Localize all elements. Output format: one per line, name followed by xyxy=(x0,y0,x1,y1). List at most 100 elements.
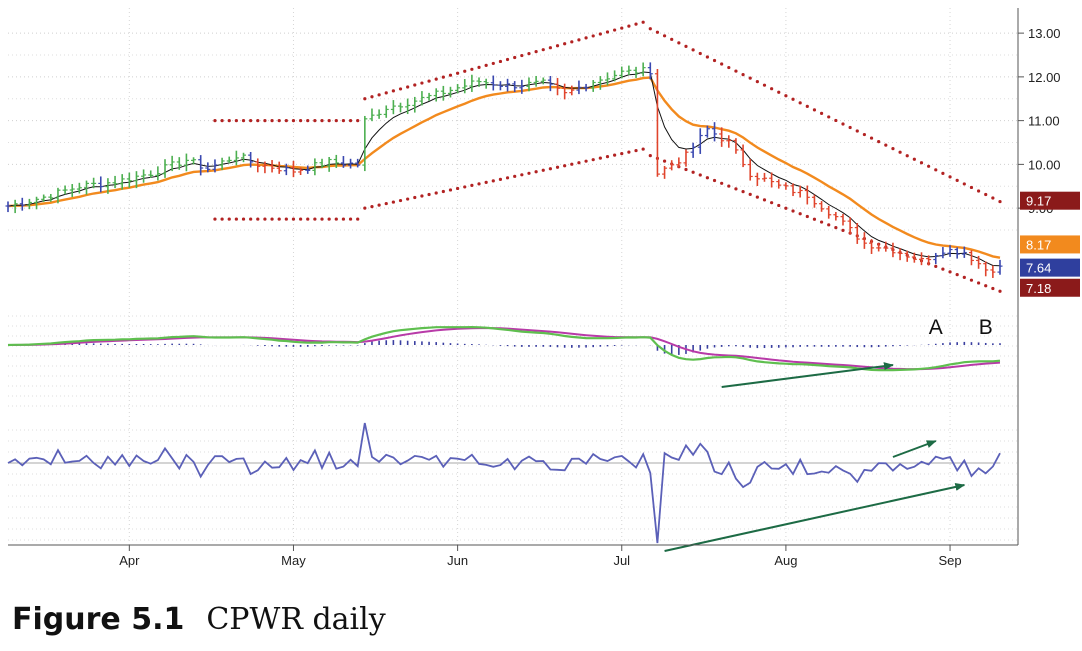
envelope-upper-dot xyxy=(327,119,331,123)
envelope-upper-dot xyxy=(762,83,767,87)
envelope-upper-dot xyxy=(620,26,624,30)
envelope-lower-dot xyxy=(377,203,381,207)
time-axis-label: Aug xyxy=(774,553,797,568)
envelope-upper-dot xyxy=(313,119,317,123)
envelope-lower-dot xyxy=(784,206,788,210)
envelope-lower-dot xyxy=(234,217,238,221)
point-marker-label: A xyxy=(929,316,943,339)
macd-panel xyxy=(7,325,1001,372)
envelope-upper-dot xyxy=(955,178,959,183)
envelope-lower-dot xyxy=(391,200,395,204)
envelope-upper-dot xyxy=(291,119,296,123)
envelope-lower-dot xyxy=(720,181,724,185)
envelope-upper-dot xyxy=(677,41,681,45)
envelope-lower-dot xyxy=(591,158,595,162)
envelope-lower-dot xyxy=(356,217,360,221)
time-axis-label: Jul xyxy=(613,553,630,568)
envelope-upper-dot xyxy=(662,34,667,38)
envelope-upper-dot xyxy=(456,71,460,75)
envelope-lower-dot xyxy=(363,206,367,210)
envelope-upper-dot xyxy=(598,32,602,36)
annotation-arrow xyxy=(664,483,966,552)
envelope-upper-dot xyxy=(755,80,759,84)
envelope-lower-dot xyxy=(620,152,624,156)
envelope-lower-dot xyxy=(634,148,638,153)
envelope-upper-dot xyxy=(391,89,395,93)
envelope-lower-dot xyxy=(220,217,224,221)
envelope-lower-dot xyxy=(327,217,331,221)
annotation-arrows xyxy=(664,362,966,552)
envelope-upper-dot xyxy=(491,61,495,66)
envelope-upper-dot xyxy=(720,62,724,66)
envelope-lower-dot xyxy=(541,168,545,172)
envelope-lower-dot xyxy=(770,201,774,205)
envelope-upper-dot xyxy=(712,58,717,63)
envelope-upper-dot xyxy=(812,108,817,112)
envelope-upper-dot xyxy=(948,175,952,179)
envelope-lower-dot xyxy=(684,167,688,172)
envelope-upper-dot xyxy=(862,132,867,137)
envelope-upper-dot xyxy=(234,119,238,123)
envelope-lower-dot xyxy=(498,177,503,181)
time-axis-label: Sep xyxy=(938,553,961,568)
envelope-lower-dot xyxy=(306,217,310,221)
envelope-upper-dot xyxy=(363,97,367,101)
envelope-lower-dot xyxy=(662,159,667,163)
envelope-lower-dot xyxy=(563,164,567,168)
oscillator-gridlines xyxy=(8,429,1018,541)
envelope-upper-dot xyxy=(306,119,310,123)
envelope-upper-dot xyxy=(498,59,503,64)
envelope-upper-dot xyxy=(256,119,260,123)
envelope-upper-dot xyxy=(655,30,660,34)
envelope-lower-dot xyxy=(413,195,417,200)
macd-gridlines xyxy=(8,315,1018,407)
envelope-upper-dot xyxy=(370,95,374,99)
envelope-lower-dot xyxy=(341,217,346,221)
envelope-lower-dot xyxy=(427,192,431,197)
envelope-upper-dot xyxy=(898,150,902,154)
envelope-upper-dot xyxy=(563,42,567,46)
envelope-upper-dot xyxy=(505,57,510,62)
envelope-lower-dot xyxy=(420,194,424,198)
envelope-lower-dot xyxy=(227,217,231,221)
envelope-lower-dot xyxy=(762,198,767,202)
envelope-lower-dot xyxy=(270,217,274,221)
envelope-upper-dot xyxy=(648,27,652,31)
envelope-upper-dot xyxy=(819,111,824,115)
chart-frame xyxy=(8,8,1019,546)
price-gridlines xyxy=(8,32,1018,231)
envelope-upper-dot xyxy=(477,65,481,69)
envelope-upper-dot xyxy=(969,185,974,190)
envelope-upper-dot xyxy=(884,143,888,147)
envelope-lower-dot xyxy=(627,150,631,154)
envelope-lower-dot xyxy=(691,170,695,174)
envelope-upper-dot xyxy=(270,119,274,123)
envelope-lower-dot xyxy=(534,170,538,174)
envelope-upper-dot xyxy=(548,46,552,50)
envelope-upper-dot xyxy=(727,65,731,70)
envelope-lower-dot xyxy=(441,189,445,194)
envelope-lower-dot xyxy=(320,217,324,221)
envelope-lower-dot xyxy=(513,174,517,178)
envelope-upper-dot xyxy=(377,93,381,97)
envelope-lower-dot xyxy=(991,286,995,291)
envelope-upper-dot xyxy=(348,119,353,123)
envelope-upper-dot xyxy=(520,53,524,58)
envelope-lower-dot xyxy=(520,173,524,177)
envelope-upper-dot xyxy=(934,168,938,172)
envelope-upper-dot xyxy=(605,30,610,34)
envelope-upper-dot xyxy=(384,91,388,95)
envelope-upper-dot xyxy=(791,97,795,101)
envelope-lower-dot xyxy=(798,212,802,216)
envelope-upper-dot xyxy=(220,119,224,123)
envelope-upper-dot xyxy=(434,77,438,81)
price-badge xyxy=(1020,258,1080,277)
envelope-upper-dot xyxy=(834,118,838,123)
envelope-lower-dot xyxy=(948,270,952,274)
envelope-upper-dot xyxy=(463,69,467,73)
envelope-lower-dot xyxy=(812,217,817,221)
envelope-lower-dot xyxy=(641,147,645,151)
envelope-upper-dot xyxy=(991,196,995,200)
envelope-lower-dot xyxy=(819,220,824,224)
